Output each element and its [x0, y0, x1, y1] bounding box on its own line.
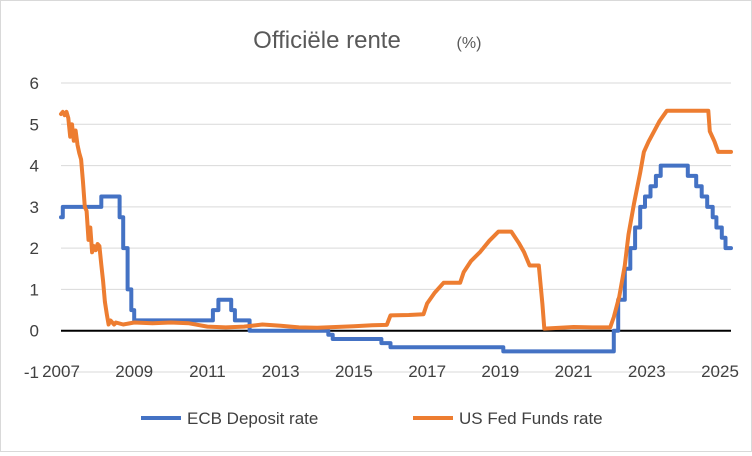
x-tick-label: 2011 [189, 362, 226, 381]
x-tick-label: 2023 [628, 362, 666, 381]
y-tick-label: 3 [30, 198, 39, 217]
y-tick-label: 6 [30, 74, 39, 93]
chart-title: Officiële rente [253, 27, 401, 54]
legend-label: ECB Deposit rate [187, 409, 318, 428]
x-tick-label: 2009 [115, 362, 153, 381]
series-line-0 [59, 163, 733, 354]
y-tick-label: 4 [30, 157, 39, 176]
legend-label: US Fed Funds rate [459, 409, 603, 428]
x-tick-label: 2025 [701, 362, 739, 381]
y-tick-label: 0 [30, 322, 39, 341]
y-tick-label: 5 [30, 115, 39, 134]
x-tick-label: 2013 [262, 362, 300, 381]
x-tick-label: 2019 [481, 362, 519, 381]
series-line-1 [59, 108, 733, 331]
chart-title-unit: (%) [457, 35, 482, 52]
x-tick-label: 2007 [42, 362, 80, 381]
x-tick-label: 2015 [335, 362, 373, 381]
y-tick-label: -1 [24, 363, 39, 382]
x-tick-label: 2017 [408, 362, 446, 381]
y-tick-label: 1 [30, 280, 39, 299]
y-tick-label: 2 [30, 239, 39, 258]
x-tick-label: 2021 [555, 362, 593, 381]
